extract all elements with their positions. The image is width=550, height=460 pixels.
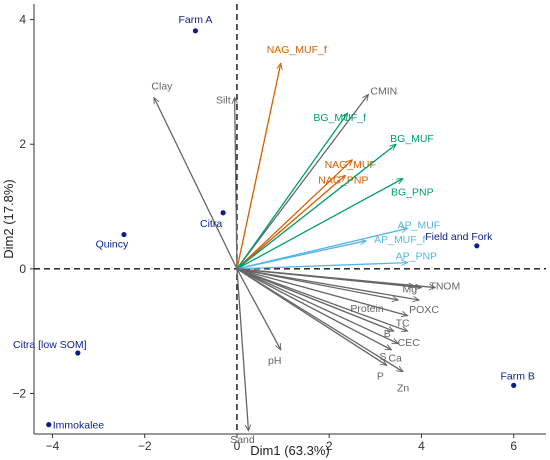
vector-silt-arrow	[235, 97, 237, 269]
vector-s-label: S	[379, 351, 386, 363]
site-field-and-fork-point	[474, 243, 480, 249]
vector-clay-arrow	[153, 97, 238, 270]
site-points: Farm A Quincy Citra Citra [low SOM] Immokale…	[13, 14, 535, 432]
site-farm-b-label: Farm B	[501, 370, 535, 382]
site-citra-point	[220, 210, 226, 216]
vector-b-label: B	[384, 328, 391, 340]
vector-ap-muf-label: AP_MUF	[398, 219, 441, 231]
vector-bg-pnp-arrow	[236, 177, 403, 270]
axis-ticks: −4 −2 0 2 4 6 −2 0 2 4	[12, 13, 517, 453]
x-axis-title: Dim1 (63.3%)	[250, 443, 329, 458]
vector-ph-arrow	[236, 268, 282, 350]
vector-poxc-arrow	[236, 268, 419, 300]
loading-vectors: Clay Silt Sand pH NAG_MUF_f NAG_MUF NAG_PNP CMI…	[151, 44, 460, 446]
vector-s-arrow	[236, 268, 392, 351]
plot-area	[33, 4, 546, 435]
vector-nag-muf-label: NAG_MUF	[325, 159, 376, 171]
y-tick-label: 4	[19, 13, 26, 27]
vector-ca-arrow	[236, 268, 398, 345]
vector-cec-arrow	[236, 268, 408, 331]
vector-bg-muf-label: BG_MUF	[390, 133, 434, 145]
vector-nag-muf-f-label: NAG_MUF_f	[267, 44, 327, 56]
site-quincy-point	[121, 231, 127, 238]
vector-nag-muf-f-arrow	[236, 63, 281, 269]
vector-clay-label: Clay	[151, 80, 173, 92]
site-farm-a-point	[192, 28, 199, 34]
vector-ap-muf-f-arrow	[236, 241, 366, 270]
vector-zn-arrow	[236, 268, 403, 372]
site-farm-b-point	[511, 382, 517, 388]
vector-cec-label: CEC	[398, 337, 421, 349]
vector-p-label: P	[377, 370, 384, 382]
site-immokalee-label: Immokalee	[53, 420, 105, 432]
site-citra-low-som--label: Citra [low SOM]	[13, 339, 87, 351]
y-tick-label: −2	[12, 386, 26, 400]
x-tick-label: 4	[418, 439, 425, 453]
x-tick-label: 2	[326, 439, 333, 453]
y-tick-label: 2	[19, 137, 26, 151]
vector-ap-muf-f-label: AP_MUF_f	[374, 234, 425, 246]
vector-bg-muf-f-arrow	[236, 113, 348, 270]
vector-sand-label: Sand	[230, 434, 255, 446]
site-farm-a-label: Farm A	[179, 14, 213, 26]
vector-poxc-label: POXC	[409, 304, 439, 316]
y-tick-label: 0	[19, 262, 26, 276]
x-tick-label: 6	[510, 439, 517, 453]
vector-tc-arrow	[236, 268, 408, 316]
site-quincy-label: Quincy	[96, 239, 129, 251]
vector-ap-pnp-arrow	[236, 263, 408, 270]
vector-cmin-arrow	[236, 94, 368, 270]
site-citra-label: Citra	[200, 218, 222, 230]
y-axis-title: Dim2 (17.8%)	[1, 179, 16, 258]
vector-ph-label: pH	[268, 355, 281, 367]
vector-protein-arrow	[236, 268, 398, 300]
vector-bg-muf-f-label: BG_MUF_f	[313, 112, 366, 124]
x-tick-label: −2	[138, 439, 152, 453]
vector-zn-label: Zn	[397, 383, 409, 395]
site-immokalee-point	[46, 422, 52, 428]
vector-protein-label: Protein	[350, 303, 383, 315]
x-tick-label: −4	[46, 439, 60, 453]
vector-ca-label: Ca	[388, 353, 402, 365]
vector-b-arrow	[236, 268, 394, 331]
site-citra-low-som--point	[75, 350, 81, 356]
vector-cmin-label: CMIN	[370, 85, 397, 97]
vector-nag-pnp-arrow	[236, 175, 345, 270]
vector-bg-pnp-label: BG_PNP	[391, 186, 434, 198]
vector-silt-label: Silt	[216, 94, 231, 106]
x-tick-label: 0	[234, 439, 241, 453]
vector-ap-pnp-label: AP_PNP	[396, 251, 437, 263]
vector-om-label: OM	[443, 281, 460, 293]
vector-nag-pnp-label: NAG_PNP	[318, 174, 368, 186]
site-field-and-fork-label: Field and Fork	[425, 231, 493, 243]
vector-bg-muf-arrow	[236, 144, 396, 270]
vector-om-arrow	[236, 268, 435, 288]
vector-sand-arrow	[236, 268, 249, 431]
vector-nag-muf-arrow	[236, 160, 352, 270]
